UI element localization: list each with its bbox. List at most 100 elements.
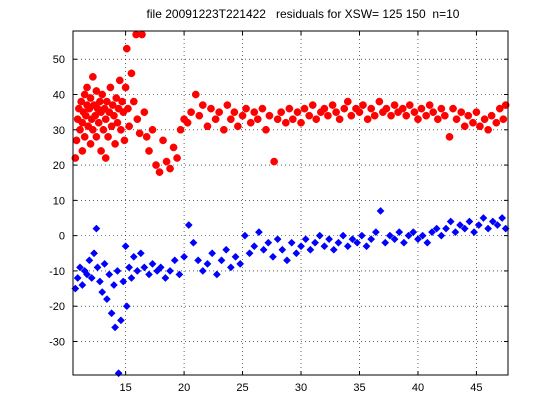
blue-data-point — [111, 323, 120, 332]
red-data-point — [98, 90, 107, 99]
red-data-point — [191, 90, 200, 99]
red-data-point — [80, 90, 89, 99]
red-data-point — [370, 111, 379, 120]
red-data-point — [78, 118, 87, 127]
x-tick-label: 20 — [178, 382, 190, 394]
blue-data-point — [136, 249, 145, 258]
red-data-point — [121, 83, 130, 92]
blue-data-point — [399, 238, 408, 247]
red-data-point — [449, 104, 457, 113]
red-data-point — [215, 108, 224, 116]
red-data-point — [183, 118, 192, 127]
blue-data-point — [87, 274, 96, 282]
red-data-point — [101, 154, 110, 162]
red-data-point — [155, 168, 164, 176]
blue-data-point — [113, 266, 122, 275]
blue-data-point — [269, 252, 277, 261]
red-data-point — [187, 108, 195, 116]
grid-lines — [73, 31, 508, 375]
blue-data-point — [240, 231, 249, 240]
red-data-point — [460, 122, 469, 131]
blue-data-point — [414, 235, 422, 244]
red-data-point — [484, 125, 492, 134]
blue-data-point — [217, 256, 226, 265]
red-data-point — [104, 132, 112, 141]
blue-data-point — [460, 224, 469, 233]
blue-data-point — [362, 242, 371, 251]
red-data-point — [223, 101, 232, 109]
red-data-point — [103, 97, 111, 106]
blue-data-point — [161, 274, 170, 282]
blue-data-point — [470, 228, 479, 237]
red-data-point — [135, 129, 144, 138]
y-tick-label: 0 — [59, 231, 65, 243]
blue-data-point — [212, 270, 221, 279]
red-data-point — [112, 94, 121, 102]
red-data-point — [138, 30, 146, 39]
red-data-point — [96, 97, 104, 106]
red-data-point — [382, 104, 391, 113]
red-data-point — [92, 87, 101, 95]
red-data-point — [76, 125, 84, 134]
blue-data-point — [208, 249, 217, 258]
blue-data-point — [148, 259, 157, 268]
blue-data-point — [367, 235, 376, 244]
blue-data-point — [395, 228, 404, 237]
red-data-point — [441, 111, 449, 120]
red-data-point — [198, 101, 207, 109]
axis-ticks: 15 20 25 30 35 40 45 -30 -20 -10 0 10 20 30 40 50 — [49, 31, 508, 394]
blue-data-point — [465, 217, 474, 226]
red-data-point — [219, 125, 228, 134]
red-data-point — [159, 136, 167, 145]
blue-data-point — [254, 228, 263, 237]
y-tick-label: -10 — [49, 266, 65, 278]
blue-data-point — [273, 235, 282, 244]
red-data-point — [480, 115, 489, 124]
blue-data-point — [90, 249, 99, 258]
blue-data-point — [283, 256, 291, 265]
red-data-point — [86, 140, 95, 148]
red-data-point — [273, 115, 282, 124]
blue-data-point — [100, 259, 109, 268]
red-data-point — [97, 147, 105, 155]
blue-data-point — [85, 256, 94, 265]
red-data-point — [262, 125, 270, 134]
y-tick-label: 20 — [53, 160, 65, 172]
x-tick-label: 40 — [412, 382, 424, 394]
blue-data-point — [92, 224, 101, 233]
red-data-point — [230, 108, 239, 116]
red-data-point — [340, 104, 349, 113]
red-data-point — [99, 125, 108, 134]
blue-data-point — [423, 238, 432, 247]
red-data-point — [125, 122, 133, 131]
blue-data-point — [343, 242, 352, 251]
x-tick-label: 15 — [119, 382, 131, 394]
red-data-point — [82, 111, 90, 120]
red-data-point — [363, 115, 372, 124]
x-tick-label: 45 — [470, 382, 482, 394]
red-data-point — [425, 101, 434, 109]
red-data-point — [106, 83, 115, 92]
red-data-point — [335, 115, 344, 124]
red-data-point — [390, 101, 399, 109]
blue-data-point — [109, 281, 118, 289]
y-tick-label: 40 — [53, 90, 65, 102]
blue-data-point — [446, 217, 455, 226]
red-data-point — [77, 97, 86, 106]
red-data-point — [417, 104, 426, 113]
red-data-point — [118, 97, 126, 106]
blue-data-point — [129, 252, 138, 261]
red-data-point — [238, 111, 247, 120]
red-data-point — [71, 154, 80, 162]
red-data-point — [300, 104, 309, 113]
red-data-point — [89, 125, 97, 134]
blue-data-point — [250, 242, 259, 251]
red-data-point — [398, 104, 407, 113]
red-data-point — [405, 101, 414, 109]
red-data-point — [320, 104, 329, 113]
blue-data-point — [371, 228, 380, 237]
red-data-point — [246, 118, 255, 127]
blue-data-point — [442, 224, 450, 233]
red-data-point — [355, 108, 364, 116]
blue-data-point — [156, 263, 165, 272]
